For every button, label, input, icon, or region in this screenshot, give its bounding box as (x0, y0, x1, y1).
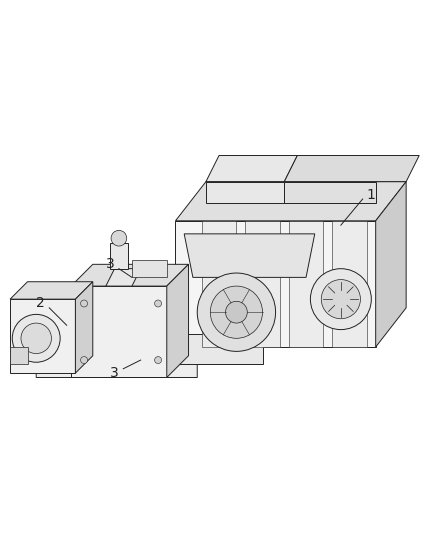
Polygon shape (201, 221, 237, 347)
Text: 1: 1 (367, 188, 376, 201)
Circle shape (321, 279, 360, 319)
Circle shape (21, 323, 51, 353)
Circle shape (311, 269, 371, 329)
Text: 3: 3 (106, 257, 115, 271)
Polygon shape (106, 269, 141, 286)
Polygon shape (10, 299, 75, 373)
Circle shape (12, 314, 60, 362)
Polygon shape (36, 269, 197, 377)
Circle shape (155, 300, 162, 307)
Polygon shape (71, 264, 188, 286)
Circle shape (111, 230, 127, 246)
Polygon shape (71, 286, 167, 377)
Circle shape (155, 357, 162, 364)
Polygon shape (75, 282, 93, 373)
Circle shape (210, 286, 262, 338)
Polygon shape (10, 347, 28, 365)
Polygon shape (284, 182, 376, 204)
Circle shape (81, 357, 88, 364)
Circle shape (81, 300, 88, 307)
Polygon shape (167, 264, 188, 377)
Text: 3: 3 (110, 366, 119, 380)
Circle shape (226, 301, 247, 323)
Polygon shape (110, 243, 127, 269)
Polygon shape (132, 260, 167, 277)
Circle shape (197, 273, 276, 351)
Polygon shape (184, 234, 315, 277)
Polygon shape (376, 182, 406, 347)
Text: 2: 2 (36, 296, 45, 311)
Polygon shape (206, 182, 284, 204)
Polygon shape (10, 282, 93, 299)
Polygon shape (176, 334, 262, 365)
Polygon shape (245, 221, 280, 347)
Polygon shape (176, 221, 376, 347)
Polygon shape (289, 221, 323, 347)
Polygon shape (206, 156, 297, 182)
Polygon shape (284, 156, 419, 182)
Polygon shape (176, 182, 406, 221)
Polygon shape (332, 221, 367, 347)
